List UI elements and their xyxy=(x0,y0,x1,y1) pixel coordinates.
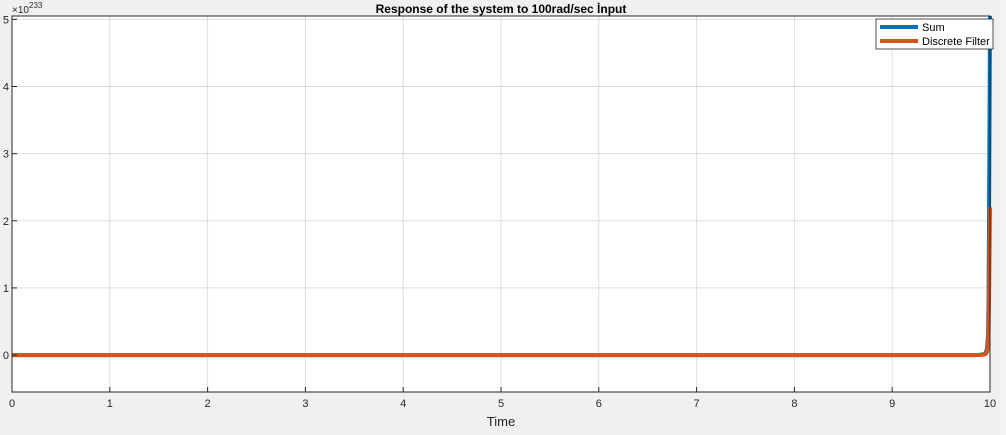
y-exponent-power: 233 xyxy=(29,1,43,10)
chart-title: Response of the system to 100rad/sec İnp… xyxy=(376,1,627,16)
y-tick-label: 0 xyxy=(3,350,9,362)
legend[interactable]: Sum Discrete Filter xyxy=(875,18,994,50)
y-tick-label: 5 xyxy=(3,14,9,26)
y-tick-label: 4 xyxy=(3,82,9,94)
legend-box xyxy=(875,18,994,50)
x-axis-label: Time xyxy=(487,414,515,429)
y-tick-label: 3 xyxy=(3,149,9,161)
plot-area xyxy=(12,16,990,392)
series-line-discrete-filter xyxy=(12,207,992,358)
x-tick-label: 7 xyxy=(694,398,700,410)
x-tick-label: 10 xyxy=(984,398,996,410)
x-tick-label: 6 xyxy=(596,398,602,410)
x-tick-label: 0 xyxy=(9,398,15,410)
y-tick-label: 1 xyxy=(3,283,9,295)
y-exponent-label: ×10 233 xyxy=(12,1,43,16)
legend-label-discrete-filter: Discrete Filter xyxy=(922,36,990,48)
legend-label-sum: Sum xyxy=(922,22,945,34)
window-right-edge xyxy=(1000,0,1006,435)
y-tick-label: 2 xyxy=(3,216,9,228)
x-tick-label: 1 xyxy=(107,398,113,410)
x-tick-label: 4 xyxy=(400,398,406,410)
x-tick-label: 9 xyxy=(889,398,895,410)
x-tick-label: 5 xyxy=(498,398,504,410)
y-exponent-base: ×10 xyxy=(12,5,29,16)
series-lines xyxy=(12,15,992,358)
axis-ticks: 0 1 2 3 4 5 6 7 8 9 10 0 1 2 3 4 5 xyxy=(3,14,996,410)
x-tick-label: 3 xyxy=(302,398,308,410)
x-tick-label: 2 xyxy=(205,398,211,410)
x-tick-label: 8 xyxy=(791,398,797,410)
